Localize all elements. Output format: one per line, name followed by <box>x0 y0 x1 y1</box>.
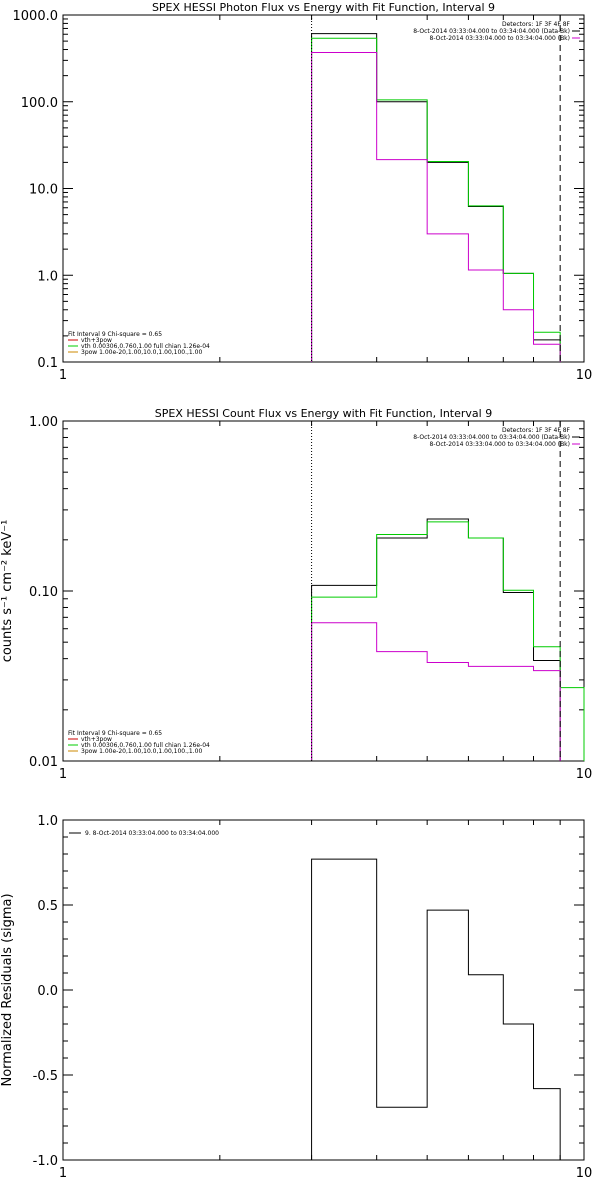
legend-entry: vth+3pow <box>81 337 112 344</box>
legend-header: Fit Interval 9 Chi-square = 0.65 <box>68 730 162 737</box>
legend-entry: vth 0.00306,0.760,1.00 full chian 1.26e-… <box>81 343 210 350</box>
plot-frame <box>62 819 585 1161</box>
legend-entry: 8-Oct-2014 03:33:04.000 to 03:34:04.000 … <box>413 28 570 35</box>
legend-entry: 3pow 1.00e-20,1.00,10.0,1.00,100.,1.00 <box>81 748 202 755</box>
x-axis: 1 10 <box>59 820 592 1181</box>
series-line <box>311 521 585 761</box>
x-axis: 1 10 <box>59 421 592 782</box>
x-tick-label: 1 <box>59 1166 67 1181</box>
y-axis-label: counts s⁻¹ cm⁻² keV⁻¹ <box>0 520 15 663</box>
y-tick-label: 0.5 <box>37 899 58 914</box>
top-legend: Detectors: 1F 3F 4F 8F8-Oct-2014 03:33:0… <box>413 21 580 42</box>
legend-entry: 8-Oct-2014 03:33:04.000 to 03:34:04.000 … <box>430 35 571 42</box>
y-tick-label: 1000.0 <box>13 9 59 24</box>
series-line <box>311 622 561 761</box>
legend-entry: 9. 8-Oct-2014 03:33:04.000 to 03:34:04.0… <box>85 830 219 837</box>
y-axis: -1.0 -0.5 0.0 0.5 1.0 <box>33 814 584 1169</box>
legend-header: Fit Interval 9 Chi-square = 0.65 <box>68 331 162 338</box>
legend-entry: vth+3pow <box>81 736 112 743</box>
x-tick-label: 1 <box>59 767 67 782</box>
series-line <box>311 858 561 1160</box>
plot-frame <box>62 420 585 762</box>
y-tick-label: 1.0 <box>37 814 58 829</box>
series-line <box>311 518 561 761</box>
legend-header: Detectors: 1F 3F 4F 8F <box>502 21 571 28</box>
y-tick-label: 0.1 <box>37 356 58 371</box>
series-line <box>311 51 561 362</box>
x-tick-label: 1 <box>59 368 67 383</box>
y-tick-label: -0.5 <box>33 1069 58 1084</box>
legend-header: Detectors: 1F 3F 4F 8F <box>502 427 571 434</box>
y-axis-label: Normalized Residuals (sigma) <box>0 893 15 1086</box>
y-tick-label: 0.01 <box>29 755 58 770</box>
y-axis: 0.1 1.0 10.0 100.0 1000.0 <box>13 9 584 371</box>
legend-entry: vth 0.00306,0.760,1.00 full chian 1.26e-… <box>81 742 210 749</box>
y-tick-label: 10.0 <box>29 183 58 198</box>
legend-entry: 8-Oct-2014 03:33:04.000 to 03:34:04.000 … <box>430 441 571 448</box>
series-line <box>311 33 561 362</box>
y-tick-label: 0.10 <box>29 585 58 600</box>
chart-panel-2: SPEX HESSI Count Flux vs Energy with Fit… <box>0 407 592 782</box>
chart-title: SPEX HESSI Photon Flux vs Energy with Fi… <box>152 1 495 14</box>
y-axis: 0.01 0.10 1.00 <box>29 415 584 770</box>
y-tick-label: 1.0 <box>37 269 58 284</box>
top-legend: 9. 8-Oct-2014 03:33:04.000 to 03:34:04.0… <box>69 830 219 837</box>
y-tick-label: 0.0 <box>37 984 58 999</box>
chart-panel-3: 1 10 -1.0 -0.5 0.0 0.5 1.0 Normalized Residuals… <box>0 814 592 1181</box>
bottom-legend: Fit Interval 9 Chi-square = 0.65vth+3pow… <box>68 331 210 356</box>
y-tick-label: 100.0 <box>21 96 58 111</box>
chart-panel-1: SPEX HESSI Photon Flux vs Energy with Fi… <box>13 1 593 383</box>
legend-entry: 8-Oct-2014 03:33:04.000 to 03:34:04.000 … <box>413 434 570 441</box>
chart-title: SPEX HESSI Count Flux vs Energy with Fit… <box>155 407 492 420</box>
y-tick-label: -1.0 <box>33 1154 58 1169</box>
y-tick-label: 1.00 <box>29 415 58 430</box>
top-legend: Detectors: 1F 3F 4F 8F8-Oct-2014 03:33:0… <box>413 427 580 448</box>
x-tick-label: 10 <box>576 767 593 782</box>
legend-entry: 3pow 1.00e-20,1.00,10.0,1.00,100.,1.00 <box>81 349 202 356</box>
x-tick-label: 10 <box>576 368 593 383</box>
x-axis: 1 10 <box>59 15 592 383</box>
bottom-legend: Fit Interval 9 Chi-square = 0.65vth+3pow… <box>68 730 210 755</box>
series-line <box>311 37 561 362</box>
x-tick-label: 10 <box>576 1166 593 1181</box>
